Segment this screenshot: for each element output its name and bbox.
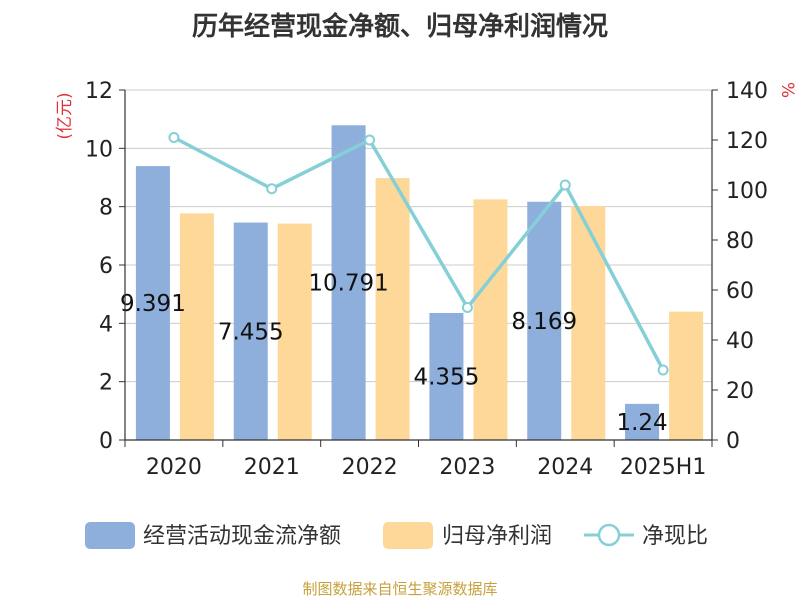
x-tick-label: 2024 (537, 455, 593, 480)
bar-value-label: 1.24 (616, 410, 667, 436)
line-point (364, 134, 376, 146)
bar-cashflow (233, 222, 268, 440)
legend: 经营活动现金流净额 归母净利润 净现比 (85, 522, 708, 549)
bar-value-label: 9.391 (120, 291, 186, 317)
bar-net-profit (669, 311, 704, 440)
legend-label-net-profit: 归母净利润 (442, 524, 552, 549)
grid-lines (125, 89, 712, 383)
right-tick-label: 120 (726, 129, 768, 154)
bar-value-label: 7.455 (218, 319, 284, 345)
left-tick-label: 4 (99, 312, 113, 337)
line-point (266, 183, 278, 195)
source-note: 制图数据来自恒生聚源数据库 (302, 580, 498, 598)
bar-cashflow (429, 312, 464, 440)
bar-cashflow (625, 403, 660, 440)
x-tick-label: 2025H1 (620, 455, 707, 480)
x-tick-label: 2022 (342, 455, 398, 480)
left-tick-label: 2 (99, 371, 113, 396)
right-tick-label: 80 (726, 229, 754, 254)
x-tick-label: 2020 (146, 455, 202, 480)
bar-label-layer: 9.391 7.455 10.791 4.355 8.169 1.24 (120, 271, 668, 436)
legend-swatch-net-profit (383, 522, 433, 549)
left-tick-label: 6 (99, 254, 113, 279)
bar-net-profit (473, 199, 508, 440)
bar-value-label: 8.169 (511, 309, 577, 335)
left-axis-unit: (亿元) (55, 92, 75, 139)
x-tick-label: 2023 (439, 455, 495, 480)
line-point (168, 132, 180, 143)
bar-net-profit (571, 206, 606, 440)
bar-net-profit (277, 223, 312, 440)
bar-value-label: 4.355 (413, 364, 479, 390)
bar-cashflow (527, 201, 562, 440)
right-tick-label: 100 (726, 179, 768, 204)
legend-marker-ratio (597, 523, 621, 547)
right-tick-label: 20 (726, 379, 754, 404)
bar-cashflow (135, 166, 170, 441)
right-tick-label: 40 (726, 329, 754, 354)
line-point (559, 179, 571, 191)
left-tick-label: 8 (99, 196, 113, 221)
right-tick-label: 140 (726, 79, 768, 104)
bar-value-label: 10.791 (308, 271, 388, 297)
bar-cashflow (331, 125, 366, 440)
legend-swatch-cashflow (85, 522, 135, 549)
right-axis-unit: % (777, 82, 797, 98)
bar-layer (135, 125, 704, 441)
left-tick-label: 0 (99, 429, 113, 454)
left-tick-label: 10 (85, 137, 113, 162)
line-layer (168, 132, 669, 376)
legend-label-cashflow: 经营活动现金流净额 (143, 524, 341, 549)
legend-label-ratio: 净现比 (642, 524, 708, 549)
line-point (461, 302, 473, 313)
line-point (657, 364, 669, 376)
chart-title: 历年经营现金净额、归母净利润情况 (191, 12, 608, 42)
left-tick-label: 12 (85, 79, 113, 104)
bar-net-profit (375, 178, 410, 441)
bar-net-profit (179, 213, 214, 440)
line-net-cash-ratio (173, 135, 665, 371)
x-tick-label: 2021 (244, 455, 300, 480)
right-tick-label: 60 (726, 279, 754, 304)
right-tick-label: 0 (726, 429, 740, 454)
